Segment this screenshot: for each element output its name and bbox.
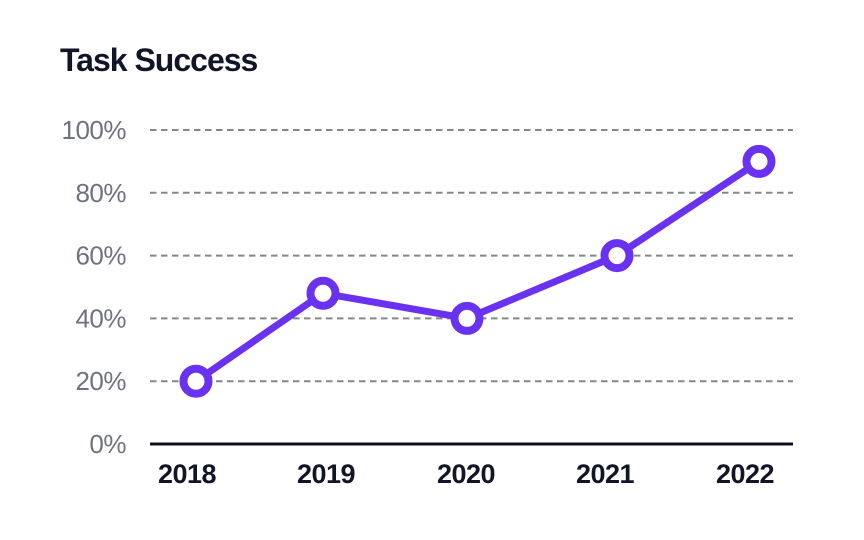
- y-tick-label-40: 40%: [75, 303, 126, 333]
- x-tick-label-2018: 2018: [158, 459, 217, 489]
- y-tick-label-20: 20%: [75, 366, 126, 396]
- data-point-2020: [450, 301, 484, 335]
- chart-title: Task Success: [60, 42, 258, 78]
- x-tick-label-2022: 2022: [716, 459, 774, 489]
- x-tick-label-2019: 2019: [297, 459, 356, 489]
- data-point-2022: [742, 144, 776, 178]
- y-tick-label-60: 60%: [75, 241, 126, 271]
- data-series-line: [192, 157, 763, 385]
- data-point-2018: [179, 364, 213, 398]
- data-point-2019: [306, 276, 340, 310]
- y-tick-label-0: 0%: [89, 429, 126, 459]
- y-tick-label-100: 100%: [62, 115, 127, 145]
- x-tick-label-2021: 2021: [576, 459, 635, 489]
- data-point-2021: [600, 239, 634, 273]
- y-tick-label-80: 80%: [75, 178, 126, 208]
- x-tick-label-2020: 2020: [437, 459, 495, 489]
